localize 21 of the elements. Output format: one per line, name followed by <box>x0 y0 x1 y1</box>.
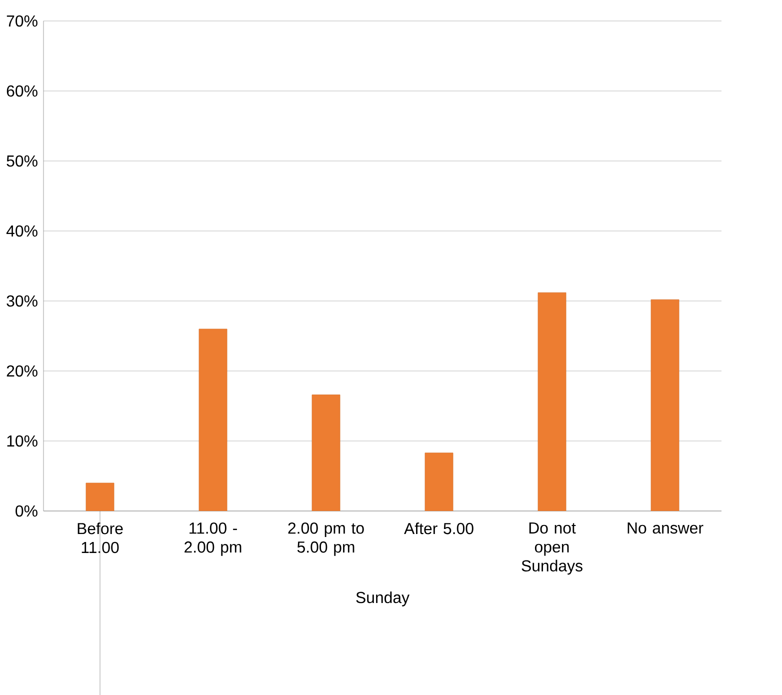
y-tick-label: 0% <box>16 505 38 517</box>
y-tick-label: 30% <box>6 295 38 307</box>
y-tick-label: 60% <box>6 85 38 97</box>
x-tick-label: 2.00 pm to 5.00 pm <box>288 522 364 556</box>
y-tick-label: 70% <box>6 15 38 27</box>
y-tick-label: 20% <box>6 365 38 377</box>
x-tick-label: Do not open Sundays <box>522 522 582 575</box>
bar <box>312 394 340 511</box>
bar <box>538 292 566 511</box>
bar <box>86 482 114 511</box>
bar <box>650 299 680 511</box>
x-tick-label: No answer <box>628 522 704 534</box>
y-tick-label: 50% <box>6 155 38 167</box>
y-tick-label: 40% <box>6 225 38 237</box>
bar <box>198 328 228 511</box>
x-axis-title: Sunday <box>356 591 410 606</box>
y-tick-label: 10% <box>7 435 38 447</box>
x-tick-label: Before 11.00 <box>78 522 123 554</box>
x-tick-label: After 5.00 <box>404 522 474 534</box>
x-tick-label: 11.00 - 2.00 pm <box>184 522 242 556</box>
bar <box>424 452 454 511</box>
